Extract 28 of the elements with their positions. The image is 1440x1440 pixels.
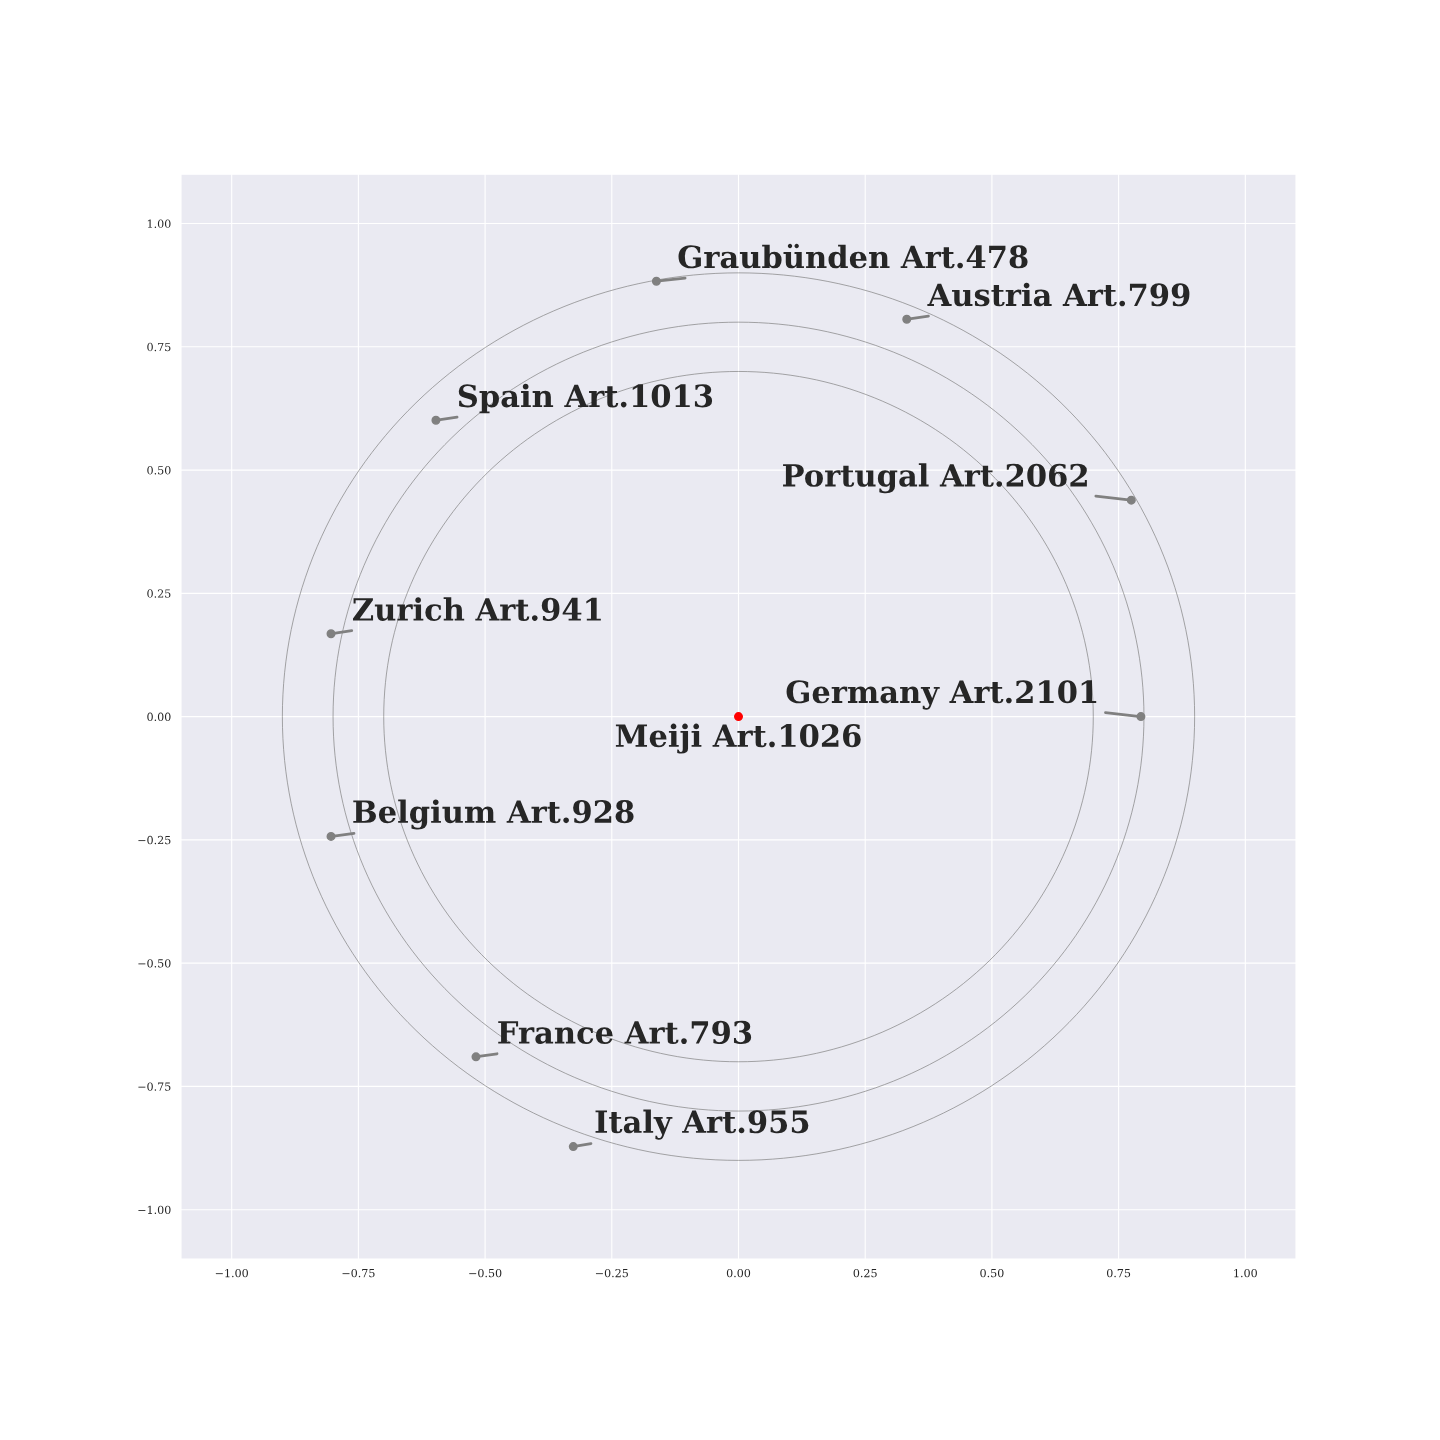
x-tick-label: 1.00 — [1234, 1268, 1257, 1278]
annotation: Germany Art.2101 — [786, 680, 1097, 710]
x-tick-label: 0.00 — [726, 1268, 751, 1278]
annotation: Italy Art.955 — [595, 1109, 809, 1140]
y-tick-label: −0.50 — [138, 959, 171, 968]
y-tick-label: 0.75 — [147, 342, 171, 352]
y-tick-label: 1.00 — [147, 219, 171, 228]
annotation: Zurich Art.941 — [352, 597, 601, 621]
x-tick-label: −1.00 — [215, 1268, 248, 1278]
y-tick-label: 0.50 — [147, 466, 171, 475]
annotation: Meiji Art.1026 — [615, 723, 861, 754]
x-tick-label: 0.50 — [980, 1268, 1004, 1278]
annotation: Belgium Art.928 — [353, 799, 634, 830]
annotation: France Art.793 — [498, 1020, 752, 1044]
x-tick-label: 0.25 — [853, 1268, 877, 1278]
x-tick-label: −0.50 — [469, 1268, 502, 1278]
x-tick-label: 0.75 — [1106, 1268, 1131, 1278]
annotation: Austria Art.799 — [927, 282, 1190, 307]
x-tick-label: −0.75 — [342, 1268, 375, 1278]
y-tick-label: −0.75 — [138, 1082, 171, 1091]
annotation: Spain Art.1013 — [458, 383, 713, 414]
y-tick-label: −1.00 — [138, 1205, 171, 1215]
y-tick-label: 0.25 — [147, 589, 171, 598]
y-tick-label: −0.25 — [138, 835, 171, 845]
x-tick-label: −0.25 — [595, 1268, 628, 1278]
annotation: Portugal Art.2062 — [783, 463, 1087, 494]
annotation: Graubünden Art.478 — [678, 243, 1028, 269]
y-tick-label: 0.00 — [147, 712, 171, 721]
